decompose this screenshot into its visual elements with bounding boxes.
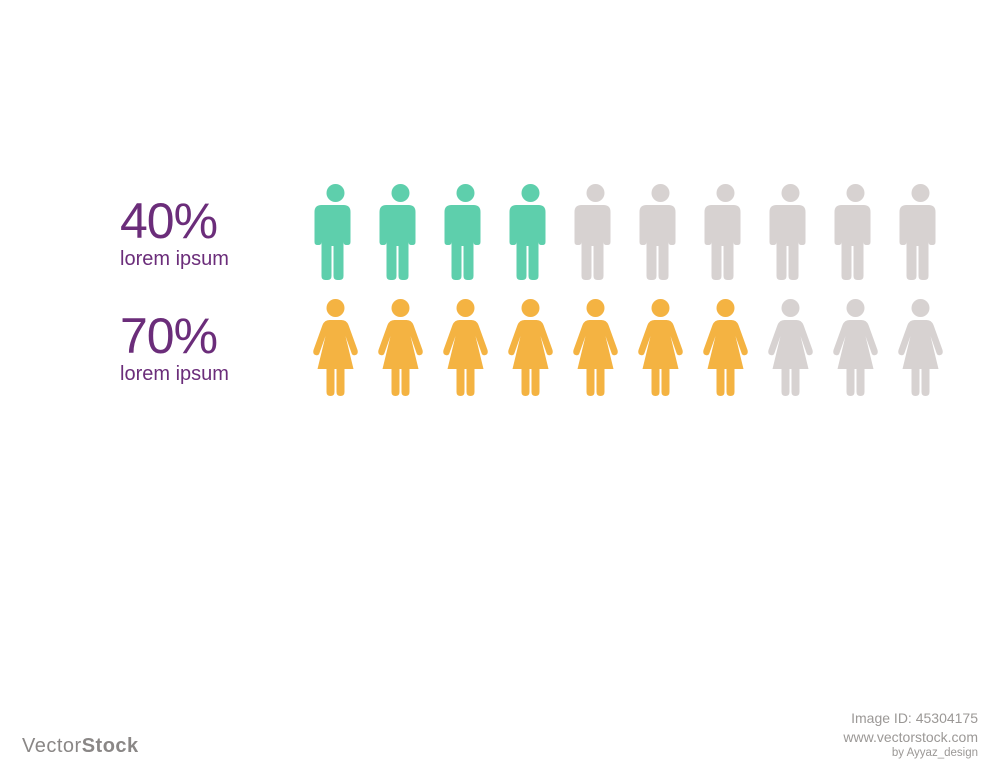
- male-icon: [765, 183, 816, 283]
- pictogram-chart: 40%lorem ipsum 70%lorem ipsum: [120, 175, 946, 405]
- icon-row: [310, 298, 946, 398]
- percentage-label: 70%: [120, 310, 310, 363]
- watermark-image-id: Image ID: 45304175: [843, 709, 978, 728]
- sub-label: lorem ipsum: [120, 249, 310, 270]
- female-icon: [895, 298, 946, 398]
- male-icon: [635, 183, 686, 283]
- male-icon: [375, 183, 426, 283]
- male-icon: [505, 183, 556, 283]
- female-icon: [700, 298, 751, 398]
- female-icon: [375, 298, 426, 398]
- icon-row: [310, 183, 946, 283]
- male-icon: [310, 183, 361, 283]
- pictogram-row: 70%lorem ipsum: [120, 290, 946, 405]
- watermark-brand-bold: Stock: [82, 735, 139, 757]
- percentage-label: 40%: [120, 195, 310, 248]
- watermark-url: www.vectorstock.com: [843, 728, 978, 747]
- male-icon: [895, 183, 946, 283]
- watermark-right: Image ID: 45304175 www.vectorstock.com b…: [843, 709, 978, 762]
- pictogram-row: 40%lorem ipsum: [120, 175, 946, 290]
- female-icon: [310, 298, 361, 398]
- male-icon: [570, 183, 621, 283]
- watermark-left: VectorStock: [22, 735, 139, 758]
- watermark-author: by Ayyaz_design: [843, 746, 978, 762]
- female-icon: [570, 298, 621, 398]
- female-icon: [505, 298, 556, 398]
- watermark-brand-thin: Vector: [22, 735, 82, 757]
- row-label: 40%lorem ipsum: [120, 195, 310, 271]
- female-icon: [635, 298, 686, 398]
- sub-label: lorem ipsum: [120, 364, 310, 385]
- row-label: 70%lorem ipsum: [120, 310, 310, 386]
- female-icon: [440, 298, 491, 398]
- male-icon: [700, 183, 751, 283]
- female-icon: [830, 298, 881, 398]
- male-icon: [440, 183, 491, 283]
- female-icon: [765, 298, 816, 398]
- male-icon: [830, 183, 881, 283]
